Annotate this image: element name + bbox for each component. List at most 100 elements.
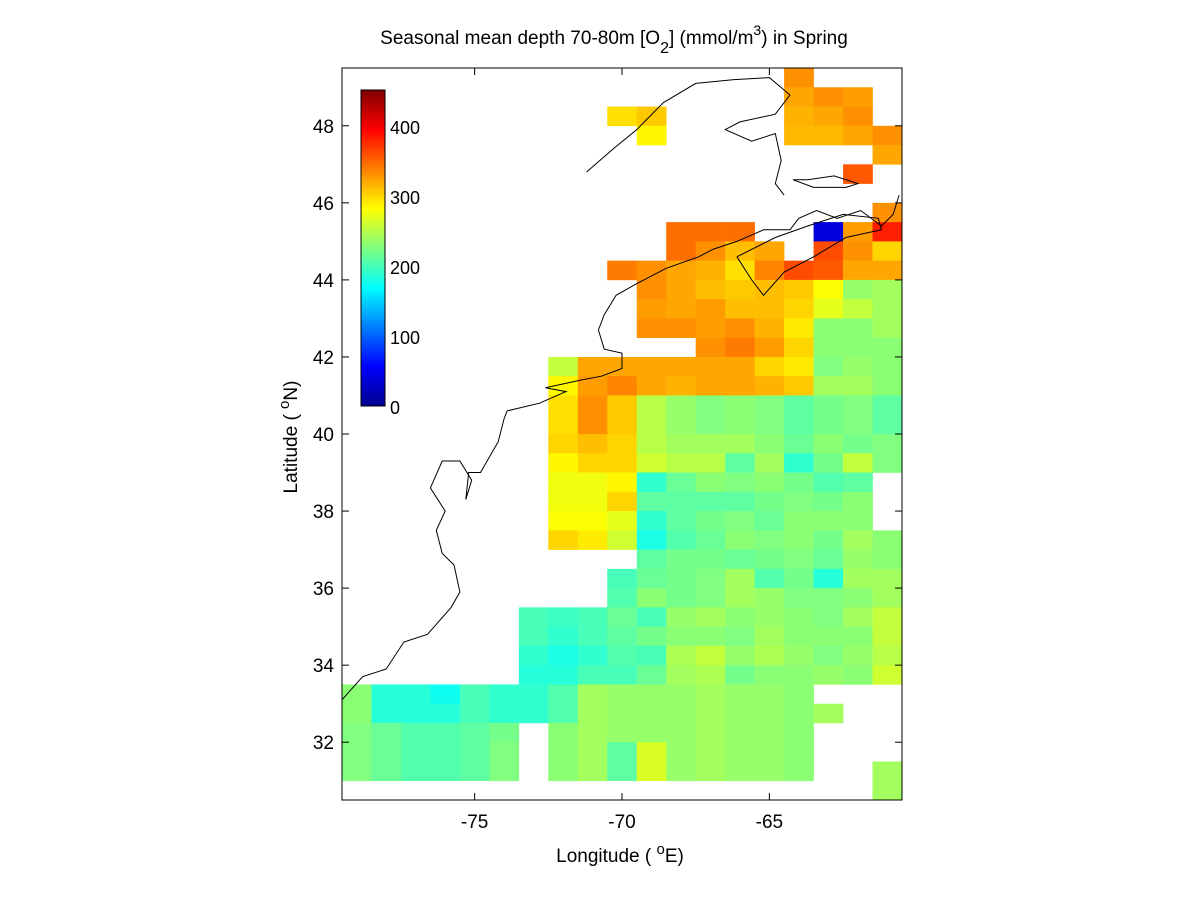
coastline bbox=[586, 77, 791, 173]
heatmap-cell bbox=[843, 87, 873, 107]
heatmap-cell bbox=[636, 453, 667, 473]
heatmap-cell bbox=[695, 376, 726, 396]
heatmap-cell bbox=[872, 549, 903, 570]
heatmap-cell bbox=[459, 761, 490, 782]
heatmap-cell bbox=[784, 125, 814, 146]
heatmap-cell bbox=[695, 395, 726, 416]
heatmap-cell bbox=[607, 511, 638, 531]
heatmap-cell bbox=[666, 472, 696, 493]
heatmap-cell bbox=[695, 761, 726, 782]
heatmap-cell bbox=[813, 645, 844, 666]
heatmap-cell bbox=[607, 645, 638, 666]
heatmap-cell bbox=[695, 626, 726, 647]
heatmap-cell bbox=[872, 337, 903, 358]
heatmap-cell bbox=[872, 434, 903, 454]
heatmap-cell bbox=[636, 722, 667, 743]
heatmap-cell bbox=[843, 279, 873, 300]
heatmap-cell bbox=[548, 645, 579, 666]
heatmap-cell bbox=[607, 684, 638, 704]
heatmap-cell bbox=[754, 356, 785, 377]
heatmap-cell bbox=[784, 376, 814, 396]
heatmap-cell bbox=[342, 684, 372, 704]
heatmap-cell bbox=[548, 607, 579, 627]
heatmap-cell bbox=[636, 761, 667, 782]
heatmap-cell bbox=[784, 87, 814, 107]
heatmap-cell bbox=[430, 742, 461, 762]
heatmap-cell bbox=[784, 684, 814, 704]
heatmap-cell bbox=[666, 530, 696, 550]
heatmap-cell bbox=[666, 222, 696, 242]
heatmap-cell bbox=[725, 260, 755, 281]
heatmap-cell bbox=[577, 722, 608, 743]
heatmap-cell bbox=[754, 626, 785, 647]
heatmap-cell bbox=[577, 434, 608, 454]
heatmap-cell bbox=[813, 337, 844, 358]
heatmap-cell bbox=[813, 356, 844, 377]
heatmap-cell bbox=[754, 511, 785, 531]
heatmap-cell bbox=[666, 414, 696, 435]
heatmap-cell bbox=[695, 318, 726, 338]
heatmap-cell bbox=[577, 472, 608, 493]
heatmap-cell bbox=[872, 453, 903, 473]
heatmap-cell bbox=[518, 626, 549, 647]
y-axis-label-degree: o bbox=[276, 401, 293, 409]
heatmap-cell bbox=[843, 453, 873, 473]
heatmap-cell bbox=[754, 665, 785, 685]
heatmap-cell bbox=[577, 607, 608, 627]
heatmap-cell bbox=[754, 376, 785, 396]
heatmap-cell bbox=[813, 241, 844, 261]
heatmap-cell bbox=[666, 434, 696, 454]
heatmap-cell bbox=[843, 414, 873, 435]
heatmap-cell bbox=[813, 106, 844, 127]
heatmap-cell bbox=[695, 588, 726, 608]
heatmap-cell bbox=[666, 299, 696, 319]
heatmap-cell bbox=[754, 722, 785, 743]
heatmap-cell bbox=[607, 665, 638, 685]
heatmap-cell bbox=[548, 722, 579, 743]
heatmap-cell bbox=[400, 742, 431, 762]
heatmap-cell bbox=[784, 279, 814, 300]
heatmap-cell bbox=[754, 549, 785, 570]
heatmap-cell bbox=[813, 87, 844, 107]
heatmap-cell bbox=[607, 722, 638, 743]
heatmap-cell bbox=[577, 645, 608, 666]
heatmap-cell bbox=[342, 722, 372, 743]
heatmap-cell bbox=[695, 279, 726, 300]
heatmap-cell bbox=[607, 530, 638, 550]
heatmap-cell bbox=[607, 260, 638, 281]
heatmap-cell bbox=[813, 607, 844, 627]
heatmap-cell bbox=[843, 106, 873, 127]
heatmap-cell bbox=[430, 761, 461, 782]
heatmap-cell bbox=[872, 568, 903, 589]
heatmap-cell bbox=[695, 434, 726, 454]
heatmap-cell bbox=[636, 376, 667, 396]
heatmap-cell bbox=[577, 530, 608, 550]
heatmap-cell bbox=[695, 299, 726, 319]
heatmap-cell bbox=[872, 588, 903, 608]
heatmap-cell bbox=[607, 626, 638, 647]
heatmap-cell bbox=[430, 703, 461, 724]
heatmap-cell bbox=[725, 414, 755, 435]
heatmap-cell bbox=[636, 279, 667, 300]
heatmap-cell bbox=[843, 588, 873, 608]
title-suffix: ) in Spring bbox=[761, 28, 848, 49]
y-axis-label-post: N) bbox=[281, 381, 302, 401]
x-axis-label-post: E) bbox=[665, 846, 684, 867]
heatmap-cell bbox=[695, 684, 726, 704]
heatmap-cell bbox=[754, 395, 785, 416]
heatmap-cell bbox=[695, 742, 726, 762]
heatmap-cell bbox=[400, 684, 431, 704]
heatmap-cell bbox=[843, 472, 873, 493]
heatmap-cell bbox=[518, 684, 549, 704]
heatmap-cell bbox=[607, 395, 638, 416]
heatmap-cell bbox=[813, 665, 844, 685]
heatmap-cell bbox=[872, 645, 903, 666]
chart-title: Seasonal mean depth 70-80m [O2] (mmol/m3… bbox=[380, 22, 848, 57]
heatmap-cell bbox=[754, 491, 785, 512]
heatmap-cell bbox=[872, 145, 903, 165]
coastline bbox=[724, 94, 791, 196]
heatmap-cell bbox=[872, 376, 903, 396]
heatmap-cell bbox=[813, 279, 844, 300]
heatmap-cell bbox=[548, 395, 579, 416]
y-tick-label: 42 bbox=[313, 348, 334, 369]
